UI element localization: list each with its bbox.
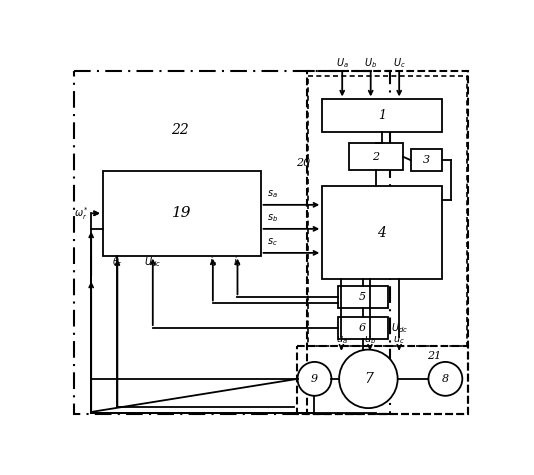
Text: $U_{dc}$: $U_{dc}$ — [144, 255, 161, 269]
Text: $s_b$: $s_b$ — [267, 212, 278, 224]
Text: 6: 6 — [359, 323, 366, 333]
Bar — [322, 99, 442, 132]
Text: $s_a$: $s_a$ — [267, 189, 278, 200]
Text: $U_c$: $U_c$ — [393, 56, 405, 70]
Text: 8: 8 — [442, 374, 449, 384]
Text: $i_b$: $i_b$ — [208, 255, 217, 269]
Text: $U_a$: $U_a$ — [336, 56, 349, 70]
Text: 7: 7 — [364, 372, 373, 386]
Text: 22: 22 — [171, 123, 189, 137]
Text: $u_c$: $u_c$ — [393, 334, 405, 346]
Text: $\theta_r$: $\theta_r$ — [112, 255, 123, 269]
Bar — [337, 286, 388, 308]
Text: 9: 9 — [311, 374, 318, 384]
Bar — [337, 317, 388, 339]
Text: 4: 4 — [378, 226, 386, 239]
Text: 5: 5 — [359, 292, 366, 302]
Bar — [322, 186, 442, 279]
Bar — [74, 71, 390, 414]
Text: $u_a$: $u_a$ — [335, 334, 348, 346]
Bar — [411, 150, 442, 171]
Circle shape — [428, 362, 462, 396]
Text: 19: 19 — [172, 206, 191, 220]
Text: $i_a$: $i_a$ — [233, 255, 242, 269]
Bar — [103, 171, 261, 256]
Bar — [349, 143, 403, 170]
Bar — [308, 76, 467, 346]
Text: 21: 21 — [428, 351, 442, 361]
Text: 2: 2 — [373, 152, 380, 162]
Text: $\omega_r^*$: $\omega_r^*$ — [74, 205, 89, 222]
Circle shape — [297, 362, 332, 396]
Text: $U_{dc}$: $U_{dc}$ — [391, 321, 409, 335]
Text: $s_c$: $s_c$ — [267, 237, 278, 248]
Text: 20: 20 — [296, 158, 311, 168]
Text: $U_b$: $U_b$ — [364, 56, 377, 70]
Bar — [297, 346, 468, 414]
Circle shape — [339, 350, 398, 408]
Text: 1: 1 — [378, 109, 386, 122]
Text: $u_b$: $u_b$ — [364, 334, 376, 346]
Text: 3: 3 — [422, 155, 430, 165]
Bar — [307, 71, 468, 414]
